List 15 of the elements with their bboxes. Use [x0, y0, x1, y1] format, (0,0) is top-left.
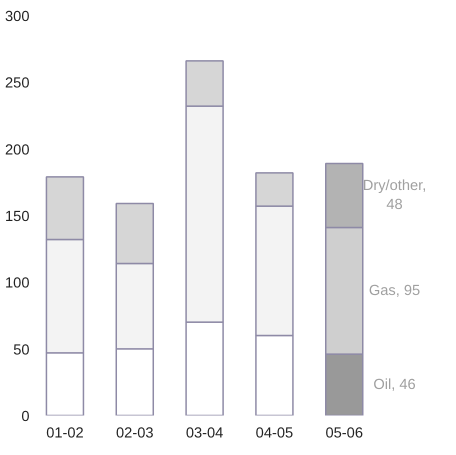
y-tick-label: 150 — [5, 209, 30, 225]
y-tick-label: 100 — [5, 276, 30, 292]
x-tick-label: 05-06 — [326, 426, 364, 442]
x-tick-label: 01-02 — [46, 426, 84, 442]
y-tick-label: 200 — [5, 142, 30, 158]
annotation: Oil, 46 — [373, 376, 416, 393]
y-tick-label: 250 — [5, 76, 30, 92]
x-tick-label: 04-05 — [256, 426, 294, 442]
x-tick-label: 03-04 — [186, 426, 224, 442]
annotation: Dry/other, 48 — [362, 178, 426, 214]
annotation: Gas, 95 — [368, 282, 420, 299]
y-tick-label: 0 — [21, 409, 30, 425]
y-tick-label: 50 — [13, 342, 30, 358]
x-tick-label: 02-03 — [116, 426, 154, 442]
y-tick-label: 300 — [5, 9, 30, 25]
